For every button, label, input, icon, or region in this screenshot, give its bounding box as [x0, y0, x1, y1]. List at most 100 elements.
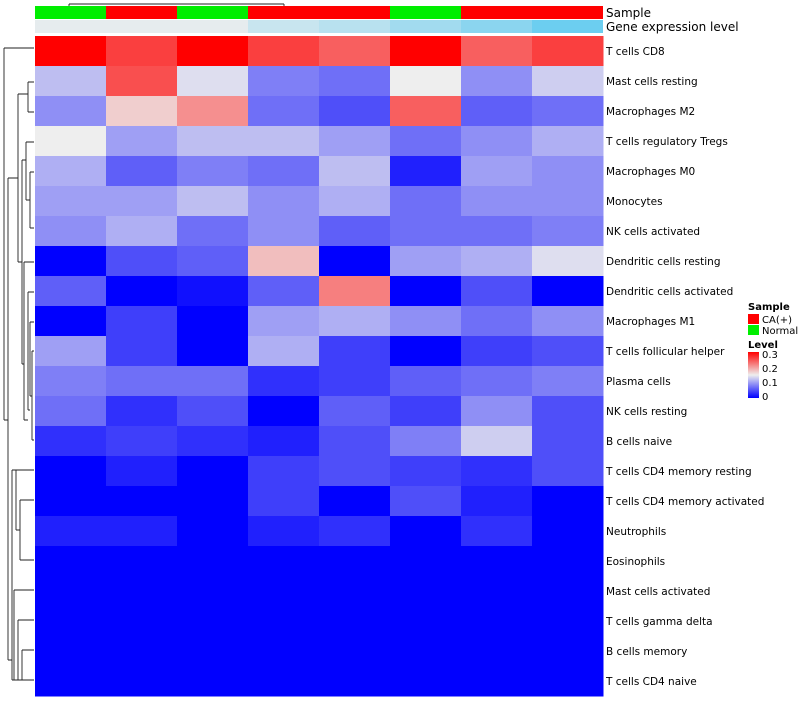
heatmap-cell: [532, 96, 604, 127]
heatmap-cell: [532, 666, 604, 697]
heatmap-cell: [35, 126, 107, 157]
heatmap-cell: [319, 246, 391, 277]
heatmap-cell: [106, 486, 178, 517]
heatmap-cell: [35, 666, 107, 697]
heatmap-cell: [106, 636, 178, 667]
row-label: Dendritic cells resting: [606, 256, 721, 268]
row-label: T cells CD4 naive: [605, 676, 697, 688]
heatmap-cell: [106, 606, 178, 637]
row-label: T cells gamma delta: [605, 616, 713, 628]
heatmap-cell: [248, 516, 320, 547]
row-label: NK cells activated: [606, 226, 700, 238]
heatmap-cell: [35, 306, 107, 337]
heatmap-cell: [461, 366, 533, 397]
sample-annotation-cell: [35, 6, 106, 19]
heatmap-cell: [532, 306, 604, 337]
heatmap-cells: [35, 36, 604, 697]
heatmap-cell: [177, 216, 249, 247]
heatmap-cell: [106, 456, 178, 487]
heatmap-cell: [461, 396, 533, 427]
sample-annotation-cell: [106, 6, 177, 19]
heatmap-cell: [319, 636, 391, 667]
heatmap-cell: [319, 426, 391, 457]
row-label: Macrophages M1: [606, 316, 695, 328]
heatmap-cell: [390, 576, 462, 607]
sample-annotation-cell: [319, 6, 390, 19]
heatmap-cell: [248, 276, 320, 307]
heatmap-cell: [390, 426, 462, 457]
column-dendrogram: [68, 3, 285, 6]
heatmap-cell: [390, 216, 462, 247]
gene-expression-annotation-track: [35, 20, 603, 33]
heatmap-cell: [390, 126, 462, 157]
heatmap-cell: [248, 666, 320, 697]
heatmap-cell: [106, 516, 178, 547]
heatmap-cell: [177, 396, 249, 427]
heatmap-cell: [106, 246, 178, 277]
heatmap-cell: [248, 636, 320, 667]
heatmap-cell: [532, 576, 604, 607]
heatmap-cell: [532, 246, 604, 277]
heatmap-cell: [35, 546, 107, 577]
heatmap-cell: [35, 366, 107, 397]
heatmap-cell: [248, 126, 320, 157]
heatmap-cell: [177, 546, 249, 577]
heatmap-cell: [106, 576, 178, 607]
heatmap-cell: [461, 66, 533, 97]
level-legend-title: Level: [748, 340, 778, 351]
heatmap-cell: [390, 306, 462, 337]
row-label: T cells CD4 memory activated: [605, 496, 764, 508]
heatmap-cell: [461, 516, 533, 547]
level-colorbar: [748, 352, 759, 398]
heatmap-cell: [177, 66, 249, 97]
legend-label-ca: CA(+): [762, 315, 792, 326]
heatmap-cell: [390, 336, 462, 367]
heatmap-cell: [390, 516, 462, 547]
heatmap-cell: [106, 96, 178, 127]
heatmap-cell: [390, 486, 462, 517]
heatmap-cell: [248, 396, 320, 427]
gene-expression-annotation-cell: [390, 20, 461, 33]
heatmap-cell: [106, 306, 178, 337]
row-label: Monocytes: [606, 196, 663, 208]
heatmap-cell: [248, 546, 320, 577]
heatmap-cell: [177, 636, 249, 667]
heatmap-cell: [248, 96, 320, 127]
row-label: B cells naive: [606, 436, 672, 448]
heatmap-cell: [461, 666, 533, 697]
heatmap-cell: [319, 276, 391, 307]
heatmap-cell: [248, 156, 320, 187]
level-tick-0-3: 0.3: [762, 350, 778, 361]
heatmap-cell: [177, 156, 249, 187]
heatmap-cell: [35, 456, 107, 487]
gene-expression-annotation-cell: [106, 20, 177, 33]
row-label: T cells CD4 memory resting: [605, 466, 752, 478]
heatmap-cell: [106, 666, 178, 697]
sample-annotation-cell: [461, 6, 532, 19]
heatmap-cell: [177, 126, 249, 157]
heatmap-cell: [319, 546, 391, 577]
gene-expression-annotation-cell: [319, 20, 390, 33]
heatmap-cell: [35, 186, 107, 217]
heatmap-cell: [461, 546, 533, 577]
heatmap-cell: [35, 96, 107, 127]
heatmap-cell: [35, 66, 107, 97]
row-labels: T cells CD8 Mast cells resting Macrophages…: [605, 46, 764, 688]
heatmap-cell: [177, 336, 249, 367]
heatmap-cell: [106, 546, 178, 577]
gene-expression-annotation-cell: [177, 20, 248, 33]
heatmap-cell: [35, 336, 107, 367]
heatmap-cell: [390, 396, 462, 427]
heatmap-cell: [319, 66, 391, 97]
heatmap-cell: [532, 216, 604, 247]
row-label: Plasma cells: [606, 376, 671, 388]
heatmap-cell: [248, 606, 320, 637]
heatmap-cell: [177, 576, 249, 607]
heatmap-cell: [319, 36, 391, 67]
heatmap-cell: [106, 396, 178, 427]
row-label: Macrophages M2: [606, 106, 695, 118]
heatmap-cell: [390, 636, 462, 667]
legend-label-normal: Normal: [762, 326, 798, 337]
heatmap-cell: [532, 366, 604, 397]
heatmap-cell: [319, 366, 391, 397]
